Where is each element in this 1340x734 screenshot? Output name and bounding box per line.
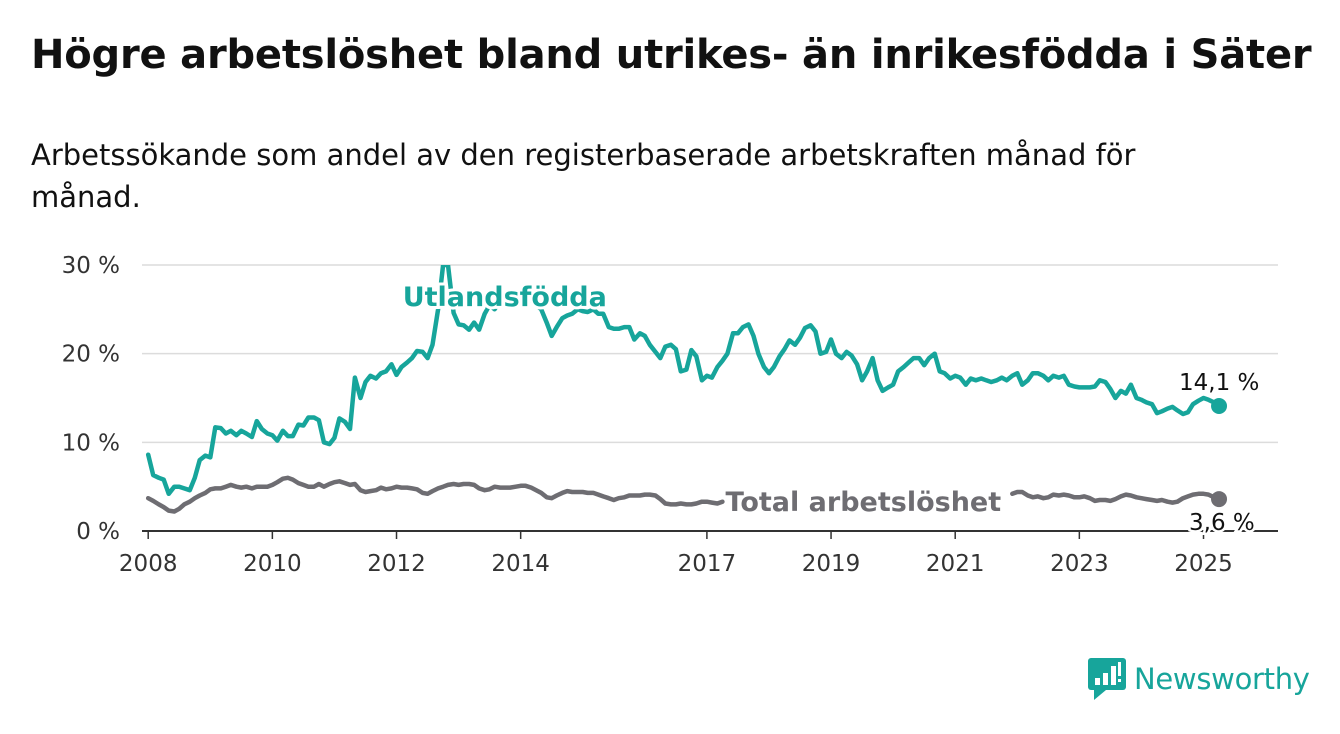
series-line-utlandsfodda — [145, 265, 1222, 497]
series-line-total-continued — [1010, 489, 1222, 505]
brand-name: Newsworthy — [1134, 662, 1310, 696]
end-label-utlandsfodda: 14,1 % — [1179, 370, 1259, 396]
y-tick-label: 20 % — [62, 342, 120, 368]
series-line-total — [145, 475, 725, 514]
newsworthy-logo[interactable]: Newsworthy — [1088, 658, 1310, 700]
end-point-utlandsfodda — [1211, 397, 1228, 414]
x-tick-label: 2012 — [367, 551, 426, 577]
series-labels: 14,1 % 3,6 % Utlandsfödda Total arbetslöshe… — [400, 279, 1260, 539]
end-label-total: 3,6 % — [1189, 510, 1255, 536]
x-tick-label: 2010 — [243, 551, 302, 577]
y-tick-label: 30 % — [62, 253, 120, 279]
series-label-total: Total arbetslöshet — [726, 487, 1002, 518]
newsworthy-chart-icon — [1088, 658, 1126, 700]
x-tick-label: 2019 — [802, 551, 861, 577]
end-point-total — [1211, 491, 1228, 508]
x-tick-label: 2017 — [678, 551, 737, 577]
x-tick-label: 2014 — [491, 551, 550, 577]
x-axis-ticks: 2008 2010 2012 2014 2017 2019 2021 2023 2025 — [119, 531, 1233, 577]
series-label-utlandsfodda: Utlandsfödda — [403, 282, 607, 313]
chart-title: Högre arbetslöshet bland utrikes- än inr… — [31, 32, 1312, 78]
y-tick-label: 0 % — [76, 519, 120, 545]
x-tick-label: 2025 — [1174, 551, 1233, 577]
y-axis-ticks: 0 % 10 % 20 % 30 % — [62, 253, 120, 545]
series-lines — [145, 265, 1228, 514]
chart-subtitle: Arbetssökande som andel av den registerb… — [31, 138, 1136, 214]
x-tick-label: 2008 — [119, 551, 178, 577]
x-tick-label: 2021 — [926, 551, 985, 577]
x-tick-label: 2023 — [1050, 551, 1109, 577]
y-tick-label: 10 % — [62, 430, 120, 456]
grid-lines — [142, 264, 1278, 532]
